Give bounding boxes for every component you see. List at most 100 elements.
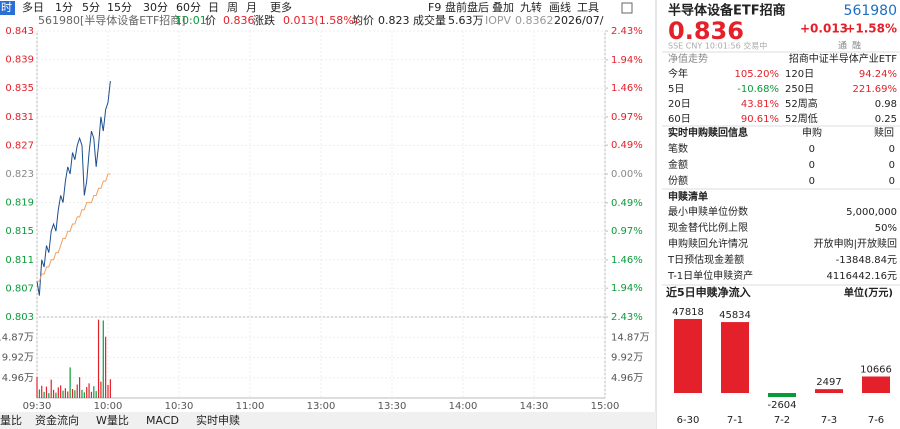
quote-badge: 融 — [852, 41, 861, 52]
info-date: 2026/07/ — [554, 14, 604, 27]
x-tick-label: 10:30 — [165, 401, 194, 412]
x-tick-label: 11:00 — [236, 401, 265, 412]
return-label: 52周高 — [785, 97, 818, 110]
realtime-label: 笔数 — [668, 142, 688, 155]
return-label: 52周低 — [785, 112, 818, 125]
tool-button[interactable]: 九转 — [520, 0, 542, 14]
selected-period — [0, 1, 15, 15]
list-label: T-1日单位申赎资产 — [667, 269, 753, 282]
info-change: 0.013(1.58%) — [283, 14, 358, 27]
flow-bar — [768, 393, 796, 398]
y-tick-label: 0.819 — [5, 198, 34, 209]
price-line — [36, 80, 111, 296]
quote-change: +0.013 — [800, 22, 848, 36]
period-tab[interactable]: 60分 — [176, 1, 201, 14]
flow-category: 6-30 — [677, 415, 700, 426]
return-value: 105.20% — [735, 69, 780, 80]
period-tab[interactable]: 更多 — [270, 0, 292, 14]
info-avg-label: 均价 — [352, 14, 374, 27]
realtime-header: 申购 — [802, 126, 822, 139]
list-value: 50% — [875, 223, 897, 234]
volume-tick-label: 14.87万 — [0, 332, 34, 343]
tool-button[interactable]: F9 — [428, 1, 441, 14]
period-tab[interactable]: 1分 — [55, 1, 73, 14]
y2-tick-label: 1.94% — [611, 283, 643, 294]
return-value: -10.68% — [737, 84, 779, 95]
tool-icon[interactable] — [621, 2, 633, 14]
bottom-tab[interactable]: MACD — [146, 414, 179, 427]
y2-tick-label: 2.43% — [611, 26, 643, 37]
period-tab[interactable]: 15分 — [107, 1, 132, 14]
tracking-index: 招商中证半导体产业ETF — [789, 52, 897, 65]
y-tick-label: 0.803 — [5, 312, 34, 323]
info-change-label: 涨跌 — [253, 13, 275, 27]
x-tick-label: 09:30 — [23, 401, 52, 412]
x-tick-label: 10:00 — [94, 401, 123, 412]
realtime-value: 0 — [809, 160, 815, 171]
x-tick-label: 13:00 — [307, 401, 336, 412]
period-tab[interactable]: 5分 — [82, 1, 100, 14]
tool-button[interactable]: 叠加 — [492, 1, 514, 14]
period-tab[interactable]: 时 — [1, 1, 12, 14]
y-tick-label: 0.839 — [5, 55, 34, 66]
list-label: T日预估现金差额 — [667, 253, 744, 266]
return-value: 221.69% — [853, 84, 898, 95]
info-iopv: 0.8362 — [515, 14, 554, 27]
list-value: 开放申购|开放赎回 — [814, 237, 897, 250]
period-tab[interactable]: 30分 — [143, 1, 168, 14]
flow-bar — [674, 319, 702, 393]
period-tab[interactable]: 周 — [227, 1, 238, 14]
period-tab[interactable]: 月 — [246, 1, 257, 14]
realtime-value: 0 — [889, 176, 895, 187]
flow-bar — [862, 376, 890, 393]
flow-value-label: 2497 — [816, 377, 841, 388]
tool-button[interactable]: 盘前盘后 — [445, 0, 489, 14]
period-tab[interactable]: 多日 — [22, 0, 44, 14]
list-value: 5,000,000 — [846, 207, 897, 218]
return-value: 0.98 — [875, 99, 897, 110]
bottom-tab[interactable]: 资金流向 — [35, 413, 79, 427]
y2-tick-label: 0.97% — [611, 226, 643, 237]
quote-price: 0.836 — [668, 17, 744, 45]
flow-value-label: 10666 — [860, 364, 892, 375]
y-tick-label: 0.827 — [5, 140, 34, 151]
x-tick-label: 15:00 — [591, 401, 620, 412]
quote-status: SSE CNY 10:01:56 交易中 — [668, 41, 767, 51]
y2-tick-label: 2.43% — [611, 312, 643, 323]
return-label: 60日 — [668, 114, 691, 125]
bottom-tab[interactable]: 量比 — [0, 414, 22, 427]
quote-badge: 通 — [838, 41, 847, 52]
return-label: 250日 — [785, 84, 814, 95]
realtime-value: 0 — [889, 160, 895, 171]
y-tick-label: 0.831 — [5, 112, 34, 123]
bottom-tab[interactable]: 实时申赎 — [196, 413, 240, 427]
flow-value-label: -2604 — [767, 400, 796, 411]
realtime-label: 金额 — [668, 158, 688, 171]
bottom-tab[interactable]: W量比 — [96, 414, 129, 427]
realtime-title: 实时申购赎回信息 — [668, 126, 748, 139]
list-value: -13848.84元 — [836, 255, 897, 266]
x-tick-label: 13:30 — [378, 401, 407, 412]
return-value: 43.81% — [741, 99, 779, 110]
y-tick-label: 0.815 — [5, 226, 34, 237]
flow-category: 7-2 — [774, 415, 790, 426]
volume-tick-label: 14.87万 — [611, 332, 650, 343]
y2-tick-label: 0.00% — [611, 169, 643, 180]
y-tick-label: 0.807 — [5, 283, 34, 294]
tool-button[interactable]: 画线 — [549, 0, 571, 14]
y2-tick-label: 0.49% — [611, 198, 643, 209]
realtime-value: 0 — [809, 144, 815, 155]
period-tab[interactable]: 日 — [208, 1, 219, 14]
realtime-label: 份额 — [668, 174, 688, 187]
y2-tick-label: 0.49% — [611, 140, 643, 151]
tool-button[interactable]: 工具 — [577, 1, 599, 14]
volume-tick-label: 4.96万 — [611, 373, 643, 384]
realtime-value: 0 — [809, 176, 815, 187]
flow-category: 7-3 — [821, 415, 837, 426]
list-label: 最小申赎单位份数 — [668, 205, 748, 218]
realtime-header: 赎回 — [874, 126, 894, 139]
y-tick-label: 0.835 — [5, 83, 34, 94]
y-tick-label: 0.811 — [5, 255, 34, 266]
quote-name: 半导体设备ETF招商 — [668, 3, 786, 19]
